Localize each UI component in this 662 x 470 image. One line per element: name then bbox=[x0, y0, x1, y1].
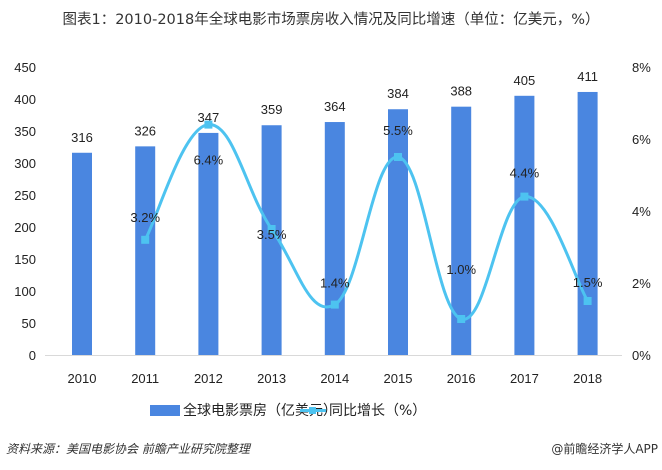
growth-label-2017: 4.4% bbox=[510, 166, 540, 181]
right-axis-tick: 2% bbox=[632, 276, 651, 291]
growth-marker-2016 bbox=[457, 315, 466, 323]
legend-label-bar: 全球电影票房（亿美元） bbox=[183, 403, 337, 419]
left-axis-tick: 300 bbox=[14, 156, 36, 171]
bar-label-2012: 347 bbox=[198, 110, 220, 125]
growth-marker-2018 bbox=[583, 297, 592, 305]
growth-marker-2012 bbox=[204, 120, 213, 129]
bar-label-2017: 405 bbox=[514, 73, 536, 88]
growth-label-2016: 1.0% bbox=[446, 262, 476, 277]
left-axis-tick: 250 bbox=[14, 188, 36, 203]
left-axis-tick: 200 bbox=[14, 220, 36, 235]
legend-item-line: 同比增长（%） bbox=[300, 400, 426, 420]
bar-2017 bbox=[514, 95, 535, 356]
bar-label-2014: 364 bbox=[324, 99, 346, 114]
legend-label-line: 同比增长（%） bbox=[329, 403, 427, 419]
right-axis-tick: 8% bbox=[632, 60, 651, 75]
legend-swatch-line bbox=[300, 405, 326, 416]
x-axis-tick: 2016 bbox=[447, 371, 476, 386]
x-axis-tick: 2017 bbox=[510, 371, 539, 386]
growth-label-2011: 3.2% bbox=[130, 210, 160, 225]
bar-label-2013: 359 bbox=[261, 102, 283, 117]
growth-marker-2014 bbox=[330, 300, 339, 309]
x-axis-tick: 2012 bbox=[194, 371, 223, 386]
x-axis-tick: 2015 bbox=[384, 371, 413, 386]
bar-2013 bbox=[261, 125, 282, 356]
bar-label-2015: 384 bbox=[387, 86, 409, 101]
credit: @前瞻经济学人APP bbox=[551, 442, 658, 456]
growth-label-2012: 6.4% bbox=[194, 153, 224, 168]
growth-marker-2015 bbox=[394, 153, 402, 161]
left-axis-tick: 150 bbox=[14, 252, 36, 267]
left-axis-tick: 400 bbox=[14, 92, 36, 107]
legend-swatch-bar bbox=[150, 404, 180, 416]
left-axis-tick: 100 bbox=[14, 284, 36, 299]
growth-marker-2013 bbox=[267, 225, 276, 233]
growth-marker-2011 bbox=[141, 235, 150, 244]
right-axis-tick: 0% bbox=[632, 348, 651, 363]
x-axis-tick: 2013 bbox=[257, 371, 286, 386]
left-axis-tick: 0 bbox=[29, 348, 36, 363]
left-axis-tick: 350 bbox=[14, 124, 36, 139]
growth-line bbox=[143, 123, 589, 321]
bar-2010 bbox=[72, 152, 92, 355]
bar-label-2016: 388 bbox=[450, 84, 472, 99]
x-axis-tick: 2014 bbox=[320, 371, 349, 386]
chart-title: 图表1：2010-2018年全球电影市场票房收入情况及同比增速（单位：亿美元，%… bbox=[62, 12, 600, 28]
bar-2015 bbox=[388, 109, 408, 356]
bar-label-2018: 411 bbox=[577, 69, 598, 84]
x-axis-tick: 2010 bbox=[68, 371, 97, 386]
growth-label-2018: 1.5% bbox=[573, 275, 603, 290]
bar-label-2011: 326 bbox=[134, 123, 156, 138]
growth-label-2015: 5.5% bbox=[383, 123, 413, 138]
right-axis-tick: 4% bbox=[632, 204, 651, 219]
growth-label-2014: 1.4% bbox=[320, 276, 350, 291]
growth-label-2013: 3.5% bbox=[257, 227, 287, 242]
growth-marker-2017 bbox=[520, 192, 529, 201]
bar-2012 bbox=[198, 132, 219, 355]
bar-2011 bbox=[135, 146, 156, 355]
x-axis-tick: 2018 bbox=[573, 371, 602, 386]
source-note: 资料来源：美国电影协会 前瞻产业研究院整理 bbox=[6, 442, 250, 456]
left-axis-tick: 450 bbox=[14, 60, 36, 75]
bar-2016 bbox=[451, 106, 472, 356]
bar-label-2010: 316 bbox=[71, 130, 93, 145]
legend-item-bar: 全球电影票房（亿美元） bbox=[150, 400, 337, 420]
bar-2014 bbox=[324, 122, 345, 355]
left-axis-tick: 50 bbox=[22, 316, 36, 331]
x-axis-tick: 2011 bbox=[131, 371, 159, 386]
bar-2018 bbox=[577, 91, 598, 356]
right-axis-tick: 6% bbox=[632, 132, 651, 147]
